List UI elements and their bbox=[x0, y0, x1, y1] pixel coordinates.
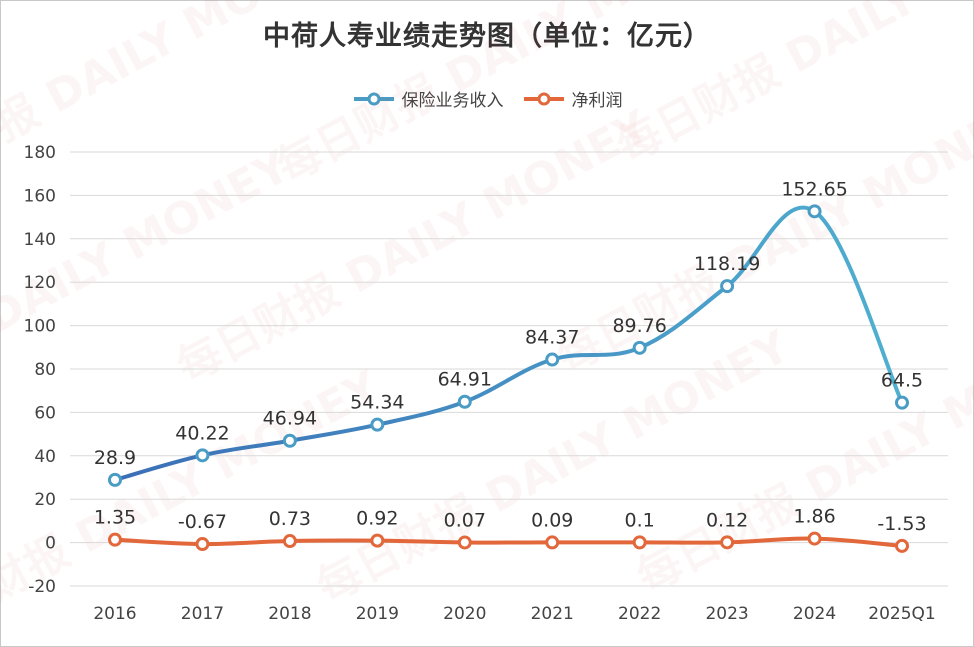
point-revenue bbox=[720, 279, 735, 294]
data-label-revenue: 40.22 bbox=[175, 422, 229, 444]
data-label-revenue: 46.94 bbox=[263, 408, 317, 430]
point-net-profit bbox=[632, 535, 647, 550]
legend-swatch-revenue bbox=[353, 92, 394, 105]
data-label-revenue: 118.19 bbox=[694, 253, 760, 275]
point-net-profit bbox=[282, 534, 297, 549]
y-tick-label: 140 bbox=[24, 230, 56, 250]
y-tick-label: 60 bbox=[34, 403, 56, 423]
data-label-net-profit: 1.86 bbox=[793, 506, 835, 528]
point-net-profit bbox=[108, 532, 122, 547]
y-tick-label: 20 bbox=[34, 490, 56, 510]
data-label-revenue: 89.76 bbox=[612, 315, 666, 337]
x-tick-label: 2022 bbox=[618, 604, 661, 624]
y-axis: -20 0 20 40 60 80 100 120 140 160 180 bbox=[24, 143, 56, 597]
point-revenue bbox=[457, 394, 472, 409]
point-net-profit bbox=[370, 533, 385, 548]
y-tick-label: 180 bbox=[24, 143, 56, 163]
x-tick-label: 2016 bbox=[93, 604, 136, 624]
x-tick-label: 2025Q1 bbox=[868, 604, 935, 624]
data-label-net-profit: 0.1 bbox=[625, 509, 655, 531]
x-tick-label: 2021 bbox=[531, 604, 574, 624]
x-tick-label: 2018 bbox=[268, 604, 311, 624]
x-tick-label: 2017 bbox=[181, 604, 224, 624]
point-revenue bbox=[282, 433, 297, 448]
legend: 保险业务收入 净利润 bbox=[0, 86, 974, 111]
data-label-net-profit: 0.12 bbox=[706, 509, 748, 531]
point-revenue bbox=[108, 472, 122, 487]
point-net-profit bbox=[807, 531, 822, 546]
point-revenue bbox=[895, 395, 909, 410]
legend-label-revenue: 保险业务收入 bbox=[401, 91, 504, 111]
point-revenue bbox=[545, 352, 560, 367]
point-net-profit bbox=[895, 538, 909, 553]
y-tick-label: 0 bbox=[45, 534, 56, 554]
y-tick-label: 40 bbox=[34, 447, 56, 467]
legend-swatch-net-profit bbox=[523, 92, 564, 105]
data-label-revenue: 64.5 bbox=[881, 370, 923, 392]
y-tick-label: 160 bbox=[24, 186, 56, 206]
y-tick-label: 100 bbox=[24, 317, 56, 337]
y-tick-label: -20 bbox=[28, 577, 56, 597]
series bbox=[108, 204, 909, 553]
x-axis: 2016 2017 2018 2019 2020 2021 2022 2023 2024 2025… bbox=[93, 604, 935, 624]
y-tick-label: 80 bbox=[34, 360, 56, 380]
legend-entry-net-profit: 净利润 bbox=[522, 86, 623, 111]
point-revenue bbox=[195, 448, 210, 463]
point-revenue bbox=[632, 340, 647, 355]
data-label-net-profit: 0.07 bbox=[444, 509, 486, 531]
data-label-revenue: 28.9 bbox=[94, 447, 136, 469]
data-labels: 28.9 40.22 46.94 54.34 64.91 84.37 89.76 118.19… bbox=[94, 178, 927, 535]
legend-label-net-profit: 净利润 bbox=[571, 91, 623, 111]
data-label-net-profit: 0.09 bbox=[531, 509, 573, 531]
data-label-revenue: 54.34 bbox=[350, 392, 404, 414]
point-net-profit bbox=[457, 535, 472, 550]
x-tick-label: 2020 bbox=[443, 604, 486, 624]
watermark-text: 每日财报 DAILY MONEY bbox=[629, 311, 974, 604]
x-tick-label: 2023 bbox=[705, 604, 748, 624]
series-line-net-profit bbox=[113, 536, 904, 548]
data-label-net-profit: -0.67 bbox=[178, 511, 227, 533]
point-revenue bbox=[370, 417, 385, 432]
point-net-profit bbox=[720, 535, 735, 550]
data-label-net-profit: 1.35 bbox=[94, 507, 136, 529]
point-net-profit bbox=[545, 535, 560, 550]
data-label-revenue: 64.91 bbox=[438, 369, 492, 391]
legend-entry-revenue: 保险业务收入 bbox=[352, 86, 504, 111]
data-label-net-profit: -1.53 bbox=[877, 513, 926, 535]
data-label-revenue: 84.37 bbox=[525, 327, 579, 349]
x-tick-label: 2019 bbox=[356, 604, 399, 624]
data-label-net-profit: 0.92 bbox=[356, 508, 398, 530]
gridlines bbox=[70, 151, 948, 587]
data-label-revenue: 152.65 bbox=[781, 178, 847, 200]
point-net-profit bbox=[195, 537, 210, 552]
x-tick-label: 2024 bbox=[793, 604, 836, 624]
chart-title: 中荷人寿业绩走势图（单位：亿元） bbox=[263, 21, 711, 52]
point-revenue bbox=[807, 204, 822, 219]
data-label-net-profit: 0.73 bbox=[269, 508, 311, 530]
y-tick-label: 120 bbox=[24, 273, 56, 293]
